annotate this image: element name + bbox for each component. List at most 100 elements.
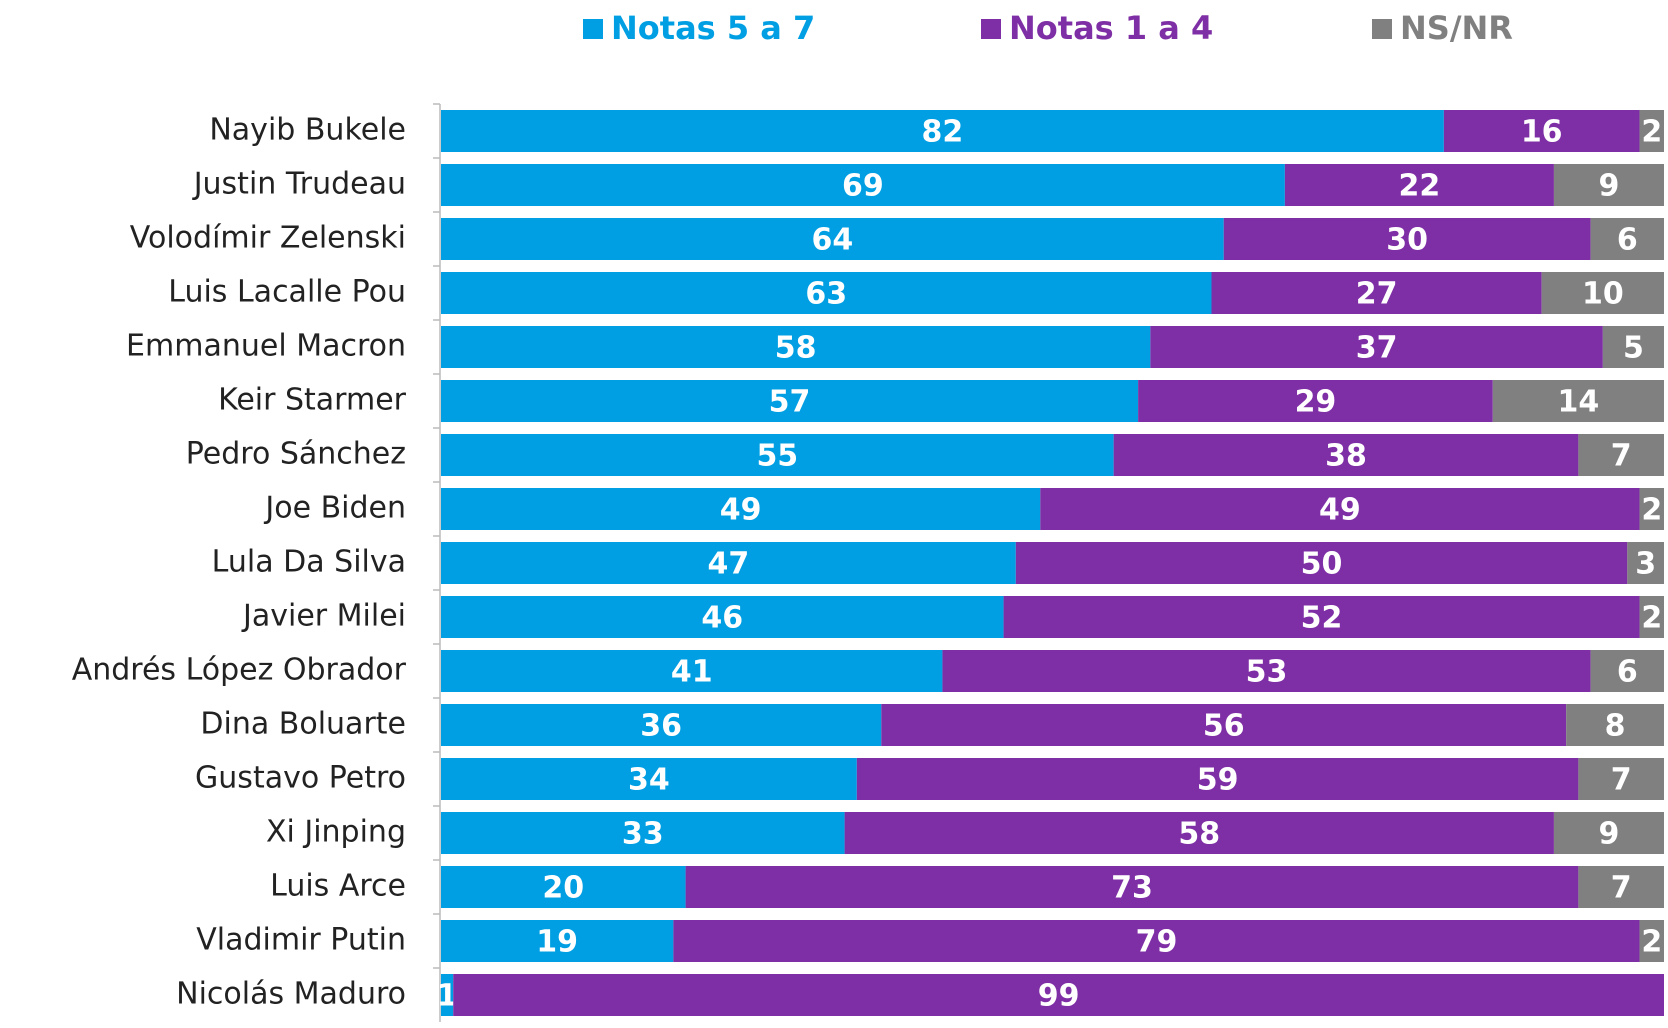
bar-segment [1223,218,1591,260]
data-label: 1 [437,979,458,1014]
legend-label: Notas 5 a 7 [611,9,815,47]
bar-segment [1211,272,1542,314]
category-label: Joe Biden [263,491,406,526]
legend-swatch [981,19,1001,39]
bar-segment [441,704,882,746]
bar-segment [1015,542,1628,584]
bar-segment [441,110,1444,152]
bar-segment [441,974,454,1016]
bar-segment [1492,380,1664,422]
bar-segment [441,758,857,800]
legend-label: Notas 1 a 4 [1009,9,1213,47]
bar-segment [844,812,1554,854]
bar-segment [1113,434,1579,476]
bar-segment [1590,218,1664,260]
bar-segment [1578,866,1664,908]
data-label: 99 [1038,979,1080,1014]
data-label: 55 [756,439,798,474]
category-label: Emmanuel Macron [126,329,406,364]
bar-segment [881,704,1567,746]
category-label: Andrés López Obrador [72,653,407,688]
bar-segment [441,326,1151,368]
data-label: 82 [922,115,964,150]
data-label: 46 [701,601,743,636]
data-label: 7 [1611,763,1632,798]
data-label: 58 [775,331,817,366]
data-label: 47 [708,547,750,582]
bar-segment [1138,380,1493,422]
bar-segment [673,920,1640,962]
data-label: 2 [1641,493,1662,528]
legend-swatch [583,19,603,39]
bar-segment [1639,920,1664,962]
bar-segment [1578,758,1664,800]
data-label: 52 [1301,601,1343,636]
data-label: 19 [536,925,578,960]
bar-segment [1590,650,1664,692]
data-label: 59 [1197,763,1239,798]
data-label: 7 [1611,439,1632,474]
bar-segment [1566,704,1664,746]
bar-segment [453,974,1665,1016]
bar-segment [1040,488,1640,530]
data-label: 3 [1635,547,1656,582]
legend-label: NS/NR [1400,9,1513,47]
data-label: 36 [640,709,682,744]
category-label: Javier Milei [241,599,406,634]
category-label: Luis Lacalle Pou [168,275,406,310]
bar-segment [441,164,1285,206]
data-label: 79 [1136,925,1178,960]
category-label: Nicolás Maduro [176,977,406,1012]
bar-segment [441,272,1212,314]
bar-segment [1627,542,1664,584]
category-label: Gustavo Petro [195,761,406,796]
data-label: 10 [1582,277,1624,312]
data-label: 30 [1386,223,1428,258]
data-label: 16 [1521,115,1563,150]
category-label: Luis Arce [270,869,406,904]
data-label: 9 [1599,169,1620,204]
data-label: 69 [842,169,884,204]
bar-segment [441,596,1004,638]
data-label: 8 [1605,709,1626,744]
bar-segment [1578,434,1664,476]
data-label: 22 [1399,169,1441,204]
data-label: 64 [811,223,853,258]
data-label: 41 [671,655,713,690]
bar-segment [441,218,1224,260]
data-label: 9 [1599,817,1620,852]
data-label: 73 [1111,871,1153,906]
data-label: 53 [1246,655,1288,690]
category-label: Dina Boluarte [200,707,406,742]
data-label: 57 [769,385,811,420]
data-label: 58 [1178,817,1220,852]
data-label: 6 [1617,655,1638,690]
bar-segment [1639,488,1664,530]
bar-segment [1602,326,1664,368]
data-label: 56 [1203,709,1245,744]
bar-segment [441,920,674,962]
data-label: 2 [1641,115,1662,150]
data-label: 49 [720,493,762,528]
bar-segment [441,866,686,908]
data-label: 33 [622,817,664,852]
data-label: 14 [1558,385,1600,420]
bar-segment [1284,164,1554,206]
legend-swatch [1372,19,1392,39]
data-label: 2 [1641,601,1662,636]
bar-segment [441,812,845,854]
data-label: 2 [1641,925,1662,960]
data-label: 29 [1295,385,1337,420]
category-label: Nayib Bukele [209,113,406,148]
data-label: 37 [1356,331,1398,366]
data-label: 50 [1301,547,1343,582]
data-label: 5 [1623,331,1644,366]
bar-segment [1553,812,1664,854]
category-label: Pedro Sánchez [186,437,406,472]
data-label: 49 [1319,493,1361,528]
bar-segment [441,650,943,692]
data-label: 20 [542,871,584,906]
bar-segment [441,488,1041,530]
category-label: Xi Jinping [266,815,406,850]
